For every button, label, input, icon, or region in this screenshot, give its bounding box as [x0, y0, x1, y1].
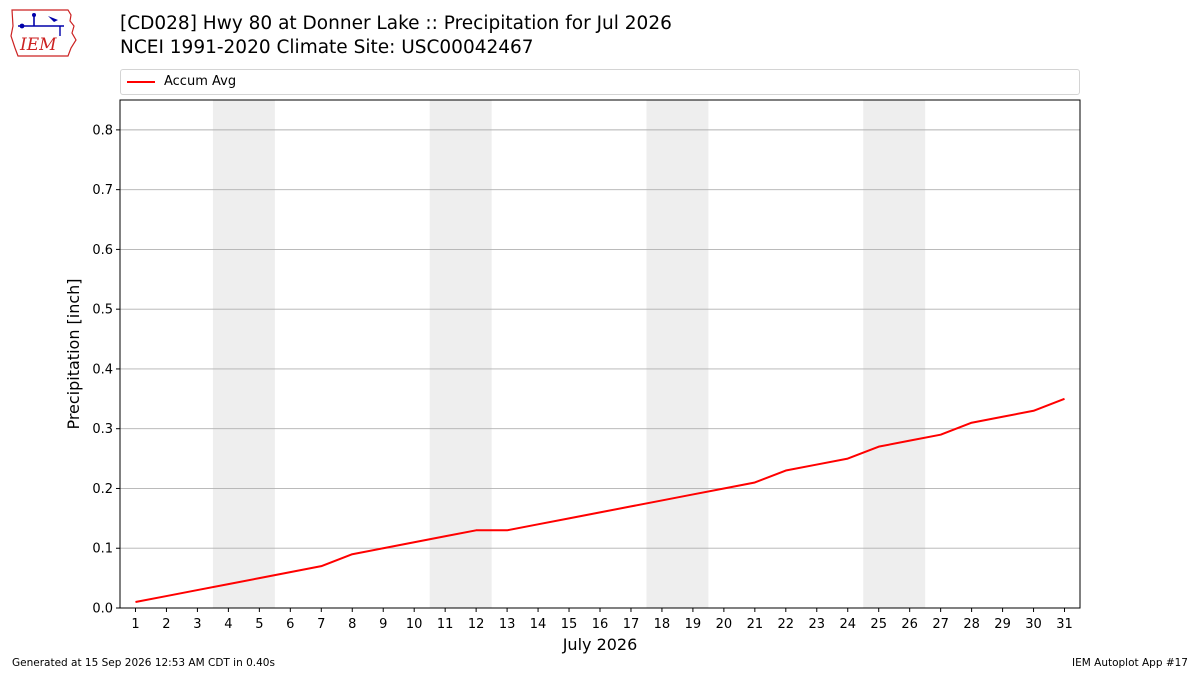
- x-axis-label: July 2026: [562, 635, 638, 654]
- x-tick-label: 20: [716, 617, 733, 632]
- x-tick-label: 21: [747, 617, 764, 632]
- footer-generated-text: Generated at 15 Sep 2026 12:53 AM CDT in…: [12, 657, 275, 669]
- x-tick-label: 24: [839, 617, 856, 632]
- y-tick-label: 0.4: [92, 362, 113, 377]
- weekend-band: [646, 100, 709, 608]
- x-tick-label: 9: [379, 617, 387, 632]
- y-tick-label: 0.2: [92, 482, 113, 497]
- x-tick-label: 11: [437, 617, 454, 632]
- x-tick-label: 18: [654, 617, 671, 632]
- legend-swatch-accum-avg: [127, 81, 155, 83]
- x-tick-label: 4: [224, 617, 232, 632]
- y-tick-label: 0.7: [92, 183, 113, 198]
- iowa-state-outline-icon: [10, 9, 77, 57]
- y-tick-label: 0.3: [92, 422, 113, 437]
- x-tick-label: 1: [131, 617, 139, 632]
- legend-label-accum-avg: Accum Avg: [164, 74, 237, 89]
- x-tick-label: 25: [870, 617, 887, 632]
- x-tick-label: 15: [561, 617, 578, 632]
- x-tick-label: 27: [932, 617, 949, 632]
- weekend-band: [212, 100, 275, 608]
- x-tick-label: 28: [963, 617, 980, 632]
- legend: Accum Avg: [120, 69, 1080, 95]
- x-tick-label: 10: [406, 617, 423, 632]
- y-tick-label: 0.6: [92, 243, 113, 258]
- y-tick-label: 0.1: [92, 542, 113, 557]
- weekend-band: [429, 100, 492, 608]
- x-tick-label: 5: [255, 617, 263, 632]
- x-tick-label: 19: [685, 617, 702, 632]
- x-tick-label: 8: [348, 617, 356, 632]
- x-tick-label: 26: [901, 617, 918, 632]
- y-tick-label: 0.5: [92, 303, 113, 318]
- x-tick-label: 3: [193, 617, 201, 632]
- x-tick-label: 16: [592, 617, 609, 632]
- chart-title-block: [CD028] Hwy 80 at Donner Lake :: Precipi…: [120, 12, 672, 60]
- iem-logo: IEM: [10, 9, 77, 57]
- x-tick-label: 14: [530, 617, 547, 632]
- x-tick-label: 31: [1056, 617, 1073, 632]
- x-tick-label: 22: [778, 617, 795, 632]
- x-tick-label: 6: [286, 617, 294, 632]
- iem-logo-text: IEM: [19, 35, 57, 55]
- footer-app-text: IEM Autoplot App #17: [1072, 657, 1188, 669]
- chart-subtitle: NCEI 1991-2020 Climate Site: USC00042467: [120, 37, 534, 58]
- y-axis-label: Precipitation [inch]: [64, 278, 83, 429]
- x-tick-label: 13: [499, 617, 516, 632]
- x-tick-label: 30: [1025, 617, 1042, 632]
- weekend-band: [863, 100, 926, 608]
- y-tick-label: 0.0: [92, 602, 113, 617]
- x-tick-label: 23: [809, 617, 826, 632]
- y-tick-label: 0.8: [92, 123, 113, 138]
- x-tick-label: 17: [623, 617, 640, 632]
- x-tick-label: 12: [468, 617, 485, 632]
- x-tick-label: 2: [162, 617, 170, 632]
- x-tick-label: 29: [994, 617, 1011, 632]
- x-tick-label: 7: [317, 617, 325, 632]
- chart-title: [CD028] Hwy 80 at Donner Lake :: Precipi…: [120, 13, 672, 34]
